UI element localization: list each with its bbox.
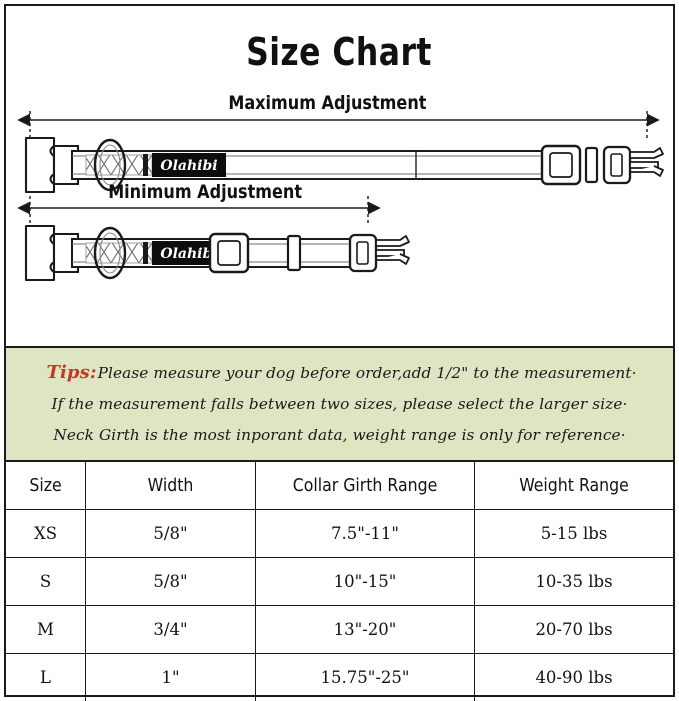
brand-label-minimum: Olahibi bbox=[160, 246, 217, 262]
size-chart-card: Size Chart Maximum Adjustment Minimum Ad… bbox=[4, 4, 675, 701]
title-section: Size Chart bbox=[6, 6, 673, 98]
tips-line-2: If the measurement falls between two siz… bbox=[51, 395, 628, 413]
maximum-adjustment-diagram: Olahibi bbox=[17, 111, 664, 194]
brand-label-maximum: Olahibi bbox=[160, 158, 217, 174]
cell-weight: 10-35 lbs bbox=[474, 557, 673, 606]
cell-girth: 13"-20" bbox=[255, 605, 475, 654]
maximum-adjustment-label: Maximum Adjustment bbox=[228, 92, 427, 114]
table-header-row: Size Width Collar Girth Range Weight Ran… bbox=[6, 462, 673, 510]
cell-size: XS bbox=[6, 509, 86, 558]
table-row: L 1" 15.75"-25" 40-90 lbs bbox=[6, 653, 673, 701]
table-row: M 3/4" 13"-20" 20-70 lbs bbox=[6, 605, 673, 654]
page-title: Size Chart bbox=[246, 30, 433, 74]
size-table: Size Width Collar Girth Range Weight Ran… bbox=[6, 462, 673, 701]
cell-girth: 7.5"-11" bbox=[255, 509, 475, 558]
tips-line-3: Neck Girth is the most inporant data, we… bbox=[53, 426, 626, 444]
table-row: XS 5/8" 7.5"-11" 5-15 lbs bbox=[6, 509, 673, 558]
tips-line-1: Tips:Please measure your dog before orde… bbox=[6, 357, 673, 389]
header-size: Size bbox=[6, 462, 86, 510]
table-row: S 5/8" 10"-15" 10-35 lbs bbox=[6, 557, 673, 606]
cell-girth: 15.75"-25" bbox=[255, 653, 475, 701]
tips-text-1: Please measure your dog before order,add… bbox=[97, 364, 637, 382]
cell-weight: 20-70 lbs bbox=[474, 605, 673, 654]
collar-illustrations: Olahibi bbox=[17, 111, 664, 282]
cell-size: S bbox=[6, 557, 86, 606]
cell-width: 5/8" bbox=[85, 557, 256, 606]
cell-width: 1" bbox=[85, 653, 256, 701]
header-weight: Weight Range bbox=[474, 462, 673, 510]
minimum-adjustment-label: Minimum Adjustment bbox=[108, 181, 303, 203]
cell-width: 5/8" bbox=[85, 509, 256, 558]
header-width: Width bbox=[85, 462, 256, 510]
minimum-adjustment-diagram: Olahibi bbox=[17, 196, 410, 282]
cell-weight: 40-90 lbs bbox=[474, 653, 673, 701]
cell-width: 3/4" bbox=[85, 605, 256, 654]
cell-size: M bbox=[6, 605, 86, 654]
cell-girth: 10"-15" bbox=[255, 557, 475, 606]
cell-size: L bbox=[6, 653, 86, 701]
cell-weight: 5-15 lbs bbox=[474, 509, 673, 558]
header-girth: Collar Girth Range bbox=[255, 462, 475, 510]
tips-panel: Tips:Please measure your dog before orde… bbox=[6, 346, 673, 462]
tips-label: Tips: bbox=[46, 362, 97, 383]
collar-diagram-section: Maximum Adjustment Minimum Adjustment bbox=[6, 92, 673, 346]
